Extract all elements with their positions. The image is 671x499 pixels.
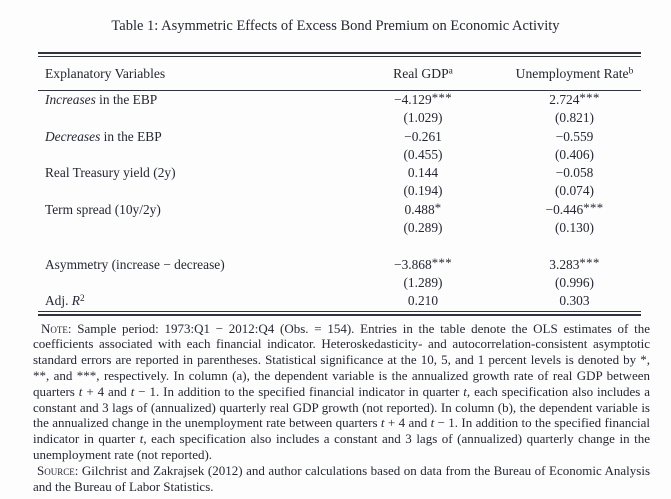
header-rule bbox=[38, 90, 641, 91]
row-label-cell: Term spread (10y/2y) bbox=[45, 201, 161, 217]
gdp-value-cell: 0.488* bbox=[404, 200, 442, 217]
table-row: (0.289) (0.130) bbox=[38, 219, 641, 237]
regression-table: Explanatory Variables Real GDPa Unemploy… bbox=[38, 52, 641, 316]
row-label-cell: Asymmetry (increase − decrease) bbox=[45, 256, 225, 272]
gdp-se-cell: (0.289) bbox=[403, 220, 443, 236]
header-row: Explanatory Variables Real GDPa Unemploy… bbox=[38, 57, 641, 90]
table-row: (1.029) (0.821) bbox=[38, 109, 641, 127]
row-label-cell: Adj. R2 bbox=[45, 293, 85, 309]
source-paragraph: Source: Gilchrist and Zakrajsek (2012) a… bbox=[33, 462, 650, 494]
gdp-se-cell: (0.455) bbox=[403, 146, 443, 162]
gdp-se-cell: (1.029) bbox=[403, 110, 443, 126]
unemployment-se-cell: (0.074) bbox=[554, 183, 595, 199]
table-row: (0.455) (0.406) bbox=[38, 146, 641, 164]
row-label-cell: Decreases in the EBP bbox=[45, 128, 162, 144]
gdp-value-cell: 0.144 bbox=[407, 165, 439, 181]
note-paragraph: Note: Sample period: 1973:Q1 − 2012:Q4 (… bbox=[33, 320, 651, 462]
unemployment-value-cell: 0.303 bbox=[559, 293, 590, 309]
unemployment-se-cell: (0.821) bbox=[554, 110, 595, 126]
unemployment-value-cell bbox=[508, 237, 641, 255]
table-row: Adj. R2 0.210 0.303 bbox=[38, 292, 641, 310]
table-title: Table 1: Asymmetric Effects of Excess Bo… bbox=[111, 18, 560, 34]
unemployment-value-cell: −0.058 bbox=[555, 165, 594, 181]
unemployment-value-cell: 2.724*** bbox=[549, 90, 600, 107]
col-header-real-gdp: Real GDPa bbox=[393, 65, 453, 81]
table-row: Increases in the EBP −4.129*** 2.724*** bbox=[38, 91, 641, 109]
table-notes: Note: Sample period: 1973:Q1 − 2012:Q4 (… bbox=[33, 321, 650, 495]
row-label-cell bbox=[38, 237, 338, 255]
gdp-value-cell: −0.261 bbox=[404, 128, 442, 144]
table-row: (0.194) (0.074) bbox=[38, 182, 641, 200]
table-row: (1.289) (0.996) bbox=[38, 274, 641, 292]
table-row: Asymmetry (increase − decrease) −3.868**… bbox=[38, 256, 641, 274]
row-label-cell bbox=[38, 182, 338, 200]
row-label-cell bbox=[38, 109, 338, 127]
unemployment-value-cell: −0.559 bbox=[555, 128, 594, 144]
col-header-explanatory-variables: Explanatory Variables bbox=[45, 65, 166, 81]
unemployment-se-cell: (0.996) bbox=[554, 274, 595, 290]
bottom-double-rule bbox=[38, 310, 641, 316]
row-label-cell bbox=[38, 219, 338, 237]
table-row: Real Treasury yield (2y) 0.144 −0.058 bbox=[38, 164, 641, 182]
gdp-value-cell: 0.210 bbox=[407, 293, 439, 309]
row-label-cell: Real Treasury yield (2y) bbox=[45, 165, 176, 181]
gdp-se-cell: (0.194) bbox=[403, 183, 443, 199]
row-label-cell: Increases in the EBP bbox=[45, 92, 158, 107]
col-header-unemployment-rate: Unemployment Rateb bbox=[515, 65, 634, 81]
gdp-value-cell: −4.129*** bbox=[394, 90, 452, 107]
table-row: Decreases in the EBP −0.261 −0.559 bbox=[38, 128, 641, 146]
table-body: Increases in the EBP −4.129*** 2.724*** … bbox=[38, 91, 641, 311]
gdp-se-cell: (1.289) bbox=[403, 274, 443, 290]
table-row: Term spread (10y/2y) 0.488* −0.446*** bbox=[38, 201, 641, 219]
unemployment-se-cell: (0.406) bbox=[554, 146, 595, 162]
unemployment-value-cell: −0.446*** bbox=[545, 200, 604, 217]
unemployment-value-cell: 3.283*** bbox=[549, 255, 600, 272]
gdp-value-cell: −3.868*** bbox=[394, 255, 452, 272]
gdp-value-cell bbox=[338, 237, 508, 255]
spacer-row bbox=[38, 237, 641, 255]
unemployment-se-cell: (0.130) bbox=[554, 220, 595, 236]
row-label-cell bbox=[38, 146, 338, 164]
row-label-cell bbox=[38, 274, 338, 292]
top-double-rule bbox=[38, 52, 641, 57]
